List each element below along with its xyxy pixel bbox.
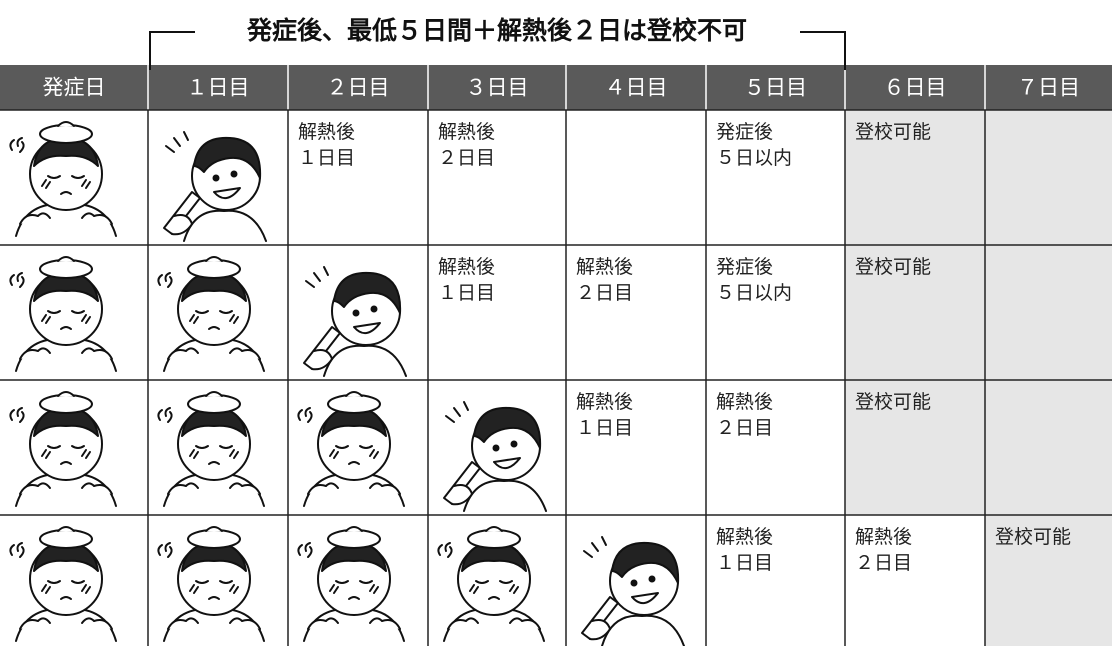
cell-text: 発症後 [716, 121, 773, 143]
cell-bg [706, 380, 845, 515]
cell-text: 発症後 [716, 256, 773, 278]
cell-text: 解熱後 [298, 121, 355, 143]
cell-bg [428, 245, 566, 380]
cell-bg [985, 380, 1112, 515]
cell-bg [566, 245, 706, 380]
bracket [149, 31, 846, 70]
cell-text: 解熱後 [438, 256, 495, 278]
cell-text: １日目 [576, 417, 633, 439]
cell-bg [845, 380, 985, 515]
cell-text: 解熱後 [438, 121, 495, 143]
cell-text: 登校可能 [855, 121, 931, 143]
cell-text: ２日目 [576, 282, 633, 304]
cell-text: １日目 [438, 282, 495, 304]
header-cell: ５日目 [744, 76, 807, 100]
cell-bg [706, 515, 845, 646]
cell-bg [845, 245, 985, 380]
cell-text: 登校可能 [995, 526, 1071, 548]
title: 発症後、最低５日間＋解熱後２日は登校不可 [246, 16, 747, 45]
cell-text: ５日以内 [716, 147, 792, 169]
cell-bg [566, 380, 706, 515]
cell-text: ２日目 [438, 147, 495, 169]
cell-bg [288, 110, 428, 245]
cell-bg [985, 110, 1112, 245]
cell-text: １日目 [298, 147, 355, 169]
header-cell: ７日目 [1017, 76, 1080, 100]
header-cell: ６日目 [884, 76, 947, 100]
cell-text: 解熱後 [576, 391, 633, 413]
cell-text: １日目 [716, 552, 773, 574]
header-cell: ３日目 [466, 76, 529, 100]
cell-bg [845, 110, 985, 245]
cell-text: ５日以内 [716, 282, 792, 304]
cell-text: 登校可能 [855, 391, 931, 413]
cell-bg [845, 515, 985, 646]
cell-bg [985, 245, 1112, 380]
header-cell: 発症日 [43, 76, 106, 100]
cell-text: ２日目 [855, 552, 912, 574]
header-cell: ２日目 [327, 76, 390, 100]
cell-text: 解熱後 [855, 526, 912, 548]
cell-text: 解熱後 [716, 526, 773, 548]
cell-text: ２日目 [716, 417, 773, 439]
cell-text: 解熱後 [716, 391, 773, 413]
cell-bg [706, 110, 845, 245]
header-cell: １日目 [187, 76, 250, 100]
cell-bg [428, 110, 566, 245]
table: 発症日 １日目 ２日目 ３日目 ４日目 ５日目 ６日目 ７日目解熱後１日目解熱後２日目発症後５… [0, 65, 1112, 646]
header-bg [0, 65, 1112, 110]
cell-bg [706, 245, 845, 380]
cell-bg [566, 110, 706, 245]
cell-text: 登校可能 [855, 256, 931, 278]
header-cell: ４日目 [605, 76, 668, 100]
cell-text: 解熱後 [576, 256, 633, 278]
cell-bg [985, 515, 1112, 646]
